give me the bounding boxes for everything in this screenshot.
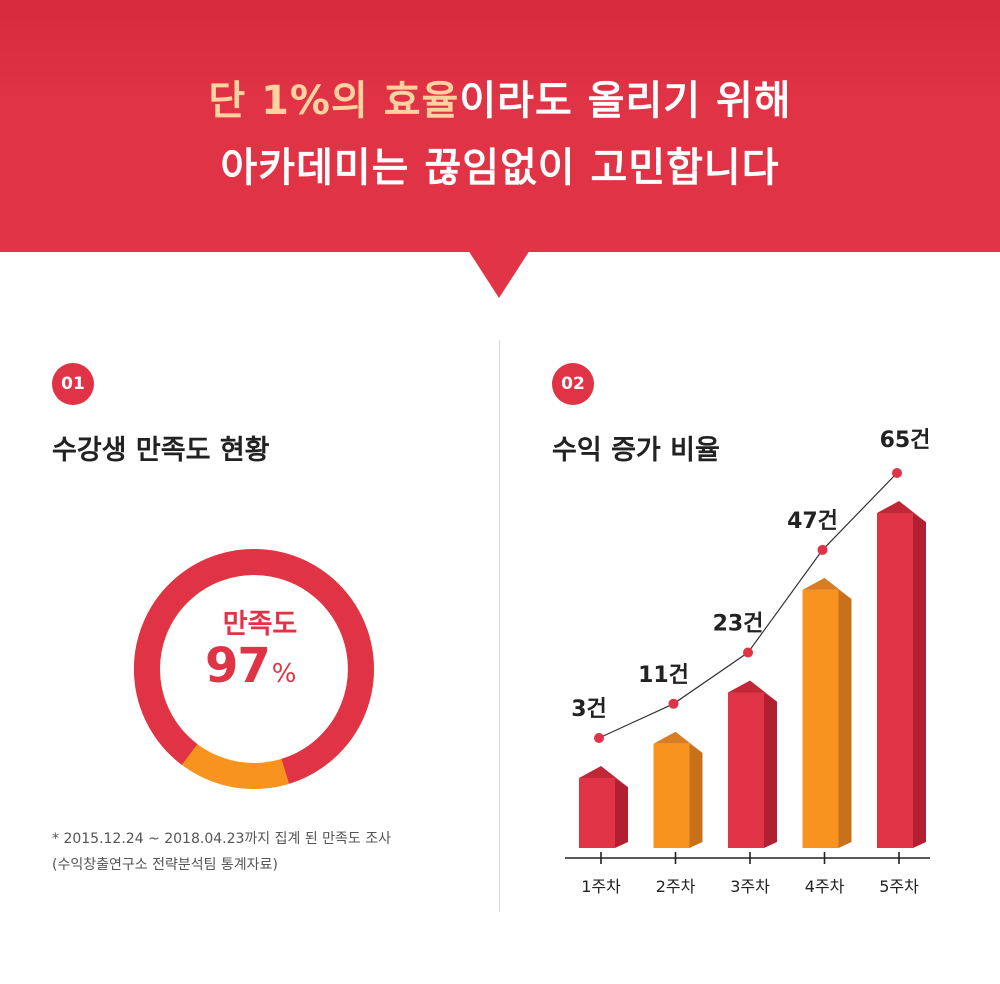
bar-side-1 [615, 778, 628, 848]
headline-line-2: 아카데미는 끊임없이 고민합니다 [220, 145, 780, 191]
bar-2 [653, 743, 690, 848]
bar-top-1 [579, 766, 628, 788]
bar-side-4 [838, 589, 852, 848]
header-pointer [468, 250, 530, 298]
bar-top-2 [653, 731, 703, 753]
bar-3 [728, 692, 764, 848]
headline-line-1: 단 1%의 효율이라도 올리기 위해 [0, 68, 1000, 126]
trend-point-5 [892, 468, 902, 478]
bar-1 [579, 778, 615, 848]
trend-point-1 [594, 733, 604, 743]
x-tick-label-2: 2주차 [656, 877, 696, 896]
footnote-line-2: (수익창출연구소 전략분석팀 통계자료) [52, 857, 278, 873]
bar-top-4 [802, 577, 852, 600]
trend-point-3 [743, 647, 753, 658]
data-label-5: 65건 [880, 428, 931, 453]
section-divider [499, 340, 500, 912]
data-label-1: 3건 [571, 697, 607, 722]
x-tick-label-4: 4주차 [805, 877, 845, 896]
donut-value: 97% [205, 638, 345, 694]
x-tick-label-1: 1주차 [581, 877, 621, 896]
trend-point-2 [668, 698, 679, 709]
donut-value-unit: % [271, 659, 297, 689]
section1-badge: 01 [52, 363, 94, 405]
bar-side-3 [764, 692, 777, 848]
trend-point-4 [817, 544, 828, 555]
donut-label: 만족도 [222, 609, 298, 640]
section1-title: 수강생 만족도 현황 [52, 435, 270, 466]
section2-badge: 02 [552, 363, 594, 405]
data-label-2: 11건 [638, 663, 689, 688]
headline-rest: 이라도 올리기 위해 [459, 78, 792, 124]
section2-title: 수익 증가 비율 [552, 435, 720, 466]
header-banner [0, 0, 1000, 252]
bar-5 [877, 513, 913, 848]
bar-side-2 [689, 743, 703, 848]
bar-4 [802, 589, 839, 848]
x-tick-label-3: 3주차 [730, 877, 770, 896]
bar-top-5 [877, 501, 926, 523]
revenue-bar-chart: 1주차 2주차 3주차 4주차 5주차 3건 11건 23건 47건 65건 [565, 428, 931, 896]
bar-top-3 [728, 680, 777, 702]
data-label-4: 47건 [787, 509, 838, 534]
bar-side-5 [913, 513, 926, 848]
donut-satisfaction-arc [133, 549, 374, 784]
data-label-3: 23건 [713, 612, 764, 637]
satisfaction-donut [133, 549, 374, 789]
footnote-line-1: * 2015.12.24 ~ 2018.04.23까지 집계 된 만족도 조사 [52, 831, 391, 847]
headline-accent: 단 1%의 효율 [208, 78, 460, 124]
donut-value-number: 97 [205, 638, 271, 694]
x-tick-label-5: 5주차 [879, 877, 919, 896]
